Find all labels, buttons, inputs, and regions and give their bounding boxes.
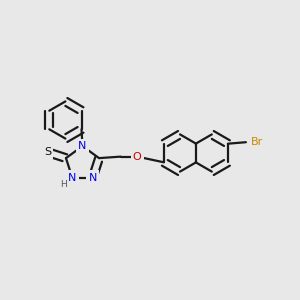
Text: N: N: [68, 172, 76, 183]
Text: N: N: [78, 141, 87, 151]
Text: O: O: [133, 152, 142, 162]
Text: N: N: [88, 172, 97, 183]
Text: S: S: [44, 147, 51, 157]
Text: H: H: [60, 180, 67, 189]
Text: Br: Br: [251, 137, 264, 147]
